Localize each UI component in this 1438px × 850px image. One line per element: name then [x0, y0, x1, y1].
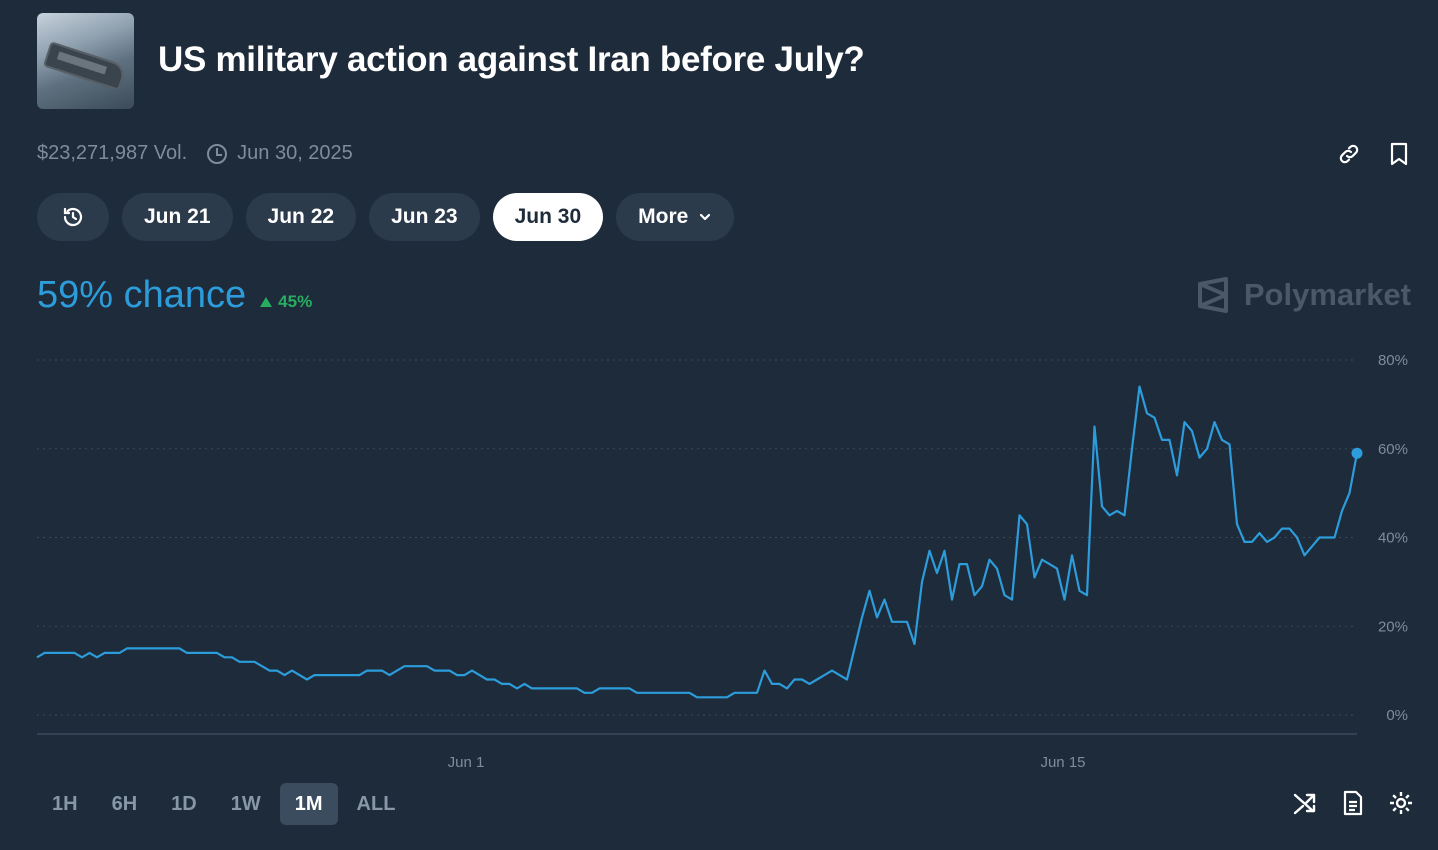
- polymarket-watermark: Polymarket: [1196, 276, 1411, 314]
- range-1d[interactable]: 1D: [171, 792, 197, 815]
- date-tabs: Jun 21 Jun 22 Jun 23 Jun 30 More: [37, 193, 735, 241]
- chevron-down-icon: [700, 213, 711, 221]
- y-tick-label: 20%: [1378, 618, 1408, 635]
- y-tick-label: 60%: [1378, 441, 1408, 458]
- x-tick-label: Jun 15: [1040, 754, 1085, 771]
- range-1h[interactable]: 1H: [52, 792, 78, 815]
- tab-jun-21[interactable]: Jun 21: [122, 193, 233, 241]
- history-icon: [63, 207, 83, 227]
- y-tick-label: 40%: [1378, 530, 1408, 547]
- time-range-selector: 1H 6H 1D 1W 1M ALL: [37, 783, 410, 825]
- link-icon[interactable]: [1336, 140, 1362, 168]
- x-tick-label: Jun 1: [448, 754, 485, 771]
- end-date-text: Jun 30, 2025: [237, 142, 353, 164]
- tab-jun-23[interactable]: Jun 23: [369, 193, 480, 241]
- market-thumbnail: [37, 13, 134, 109]
- market-title: US military action against Iran before J…: [158, 40, 865, 79]
- polymarket-logo-icon: [1197, 277, 1228, 313]
- history-tab[interactable]: [37, 193, 109, 241]
- tab-more[interactable]: More: [616, 193, 735, 241]
- chance-delta: 45%: [260, 292, 312, 312]
- chart-tools: [1292, 789, 1414, 817]
- current-point: [1351, 447, 1363, 459]
- shuffle-icon[interactable]: [1292, 789, 1318, 817]
- chance-value: 59% chance: [37, 274, 247, 316]
- clock-icon: [207, 143, 228, 164]
- y-tick-label: 0%: [1386, 707, 1408, 724]
- header-actions: [1336, 140, 1412, 168]
- document-icon[interactable]: [1340, 789, 1366, 817]
- range-1m[interactable]: 1M: [279, 783, 338, 825]
- chance-summary: 59% chance 45%: [37, 274, 312, 317]
- y-tick-label: 80%: [1378, 352, 1408, 369]
- range-1w[interactable]: 1W: [230, 792, 261, 815]
- range-all[interactable]: ALL: [356, 792, 396, 815]
- volume-text: $23,271,987 Vol.: [37, 142, 188, 164]
- up-triangle-icon: [260, 297, 273, 307]
- range-6h[interactable]: 6H: [111, 792, 138, 815]
- market-meta: $23,271,987 Vol. Jun 30, 2025: [37, 142, 353, 165]
- bookmark-icon[interactable]: [1386, 140, 1412, 168]
- tab-jun-22[interactable]: Jun 22: [245, 193, 357, 241]
- price-chart[interactable]: 80% 60% 40% 20% 0% Jun 1 Jun 15: [0, 340, 1438, 780]
- gear-icon[interactable]: [1388, 789, 1414, 817]
- series-line: [36, 385, 1359, 699]
- tab-jun-30[interactable]: Jun 30: [492, 193, 604, 241]
